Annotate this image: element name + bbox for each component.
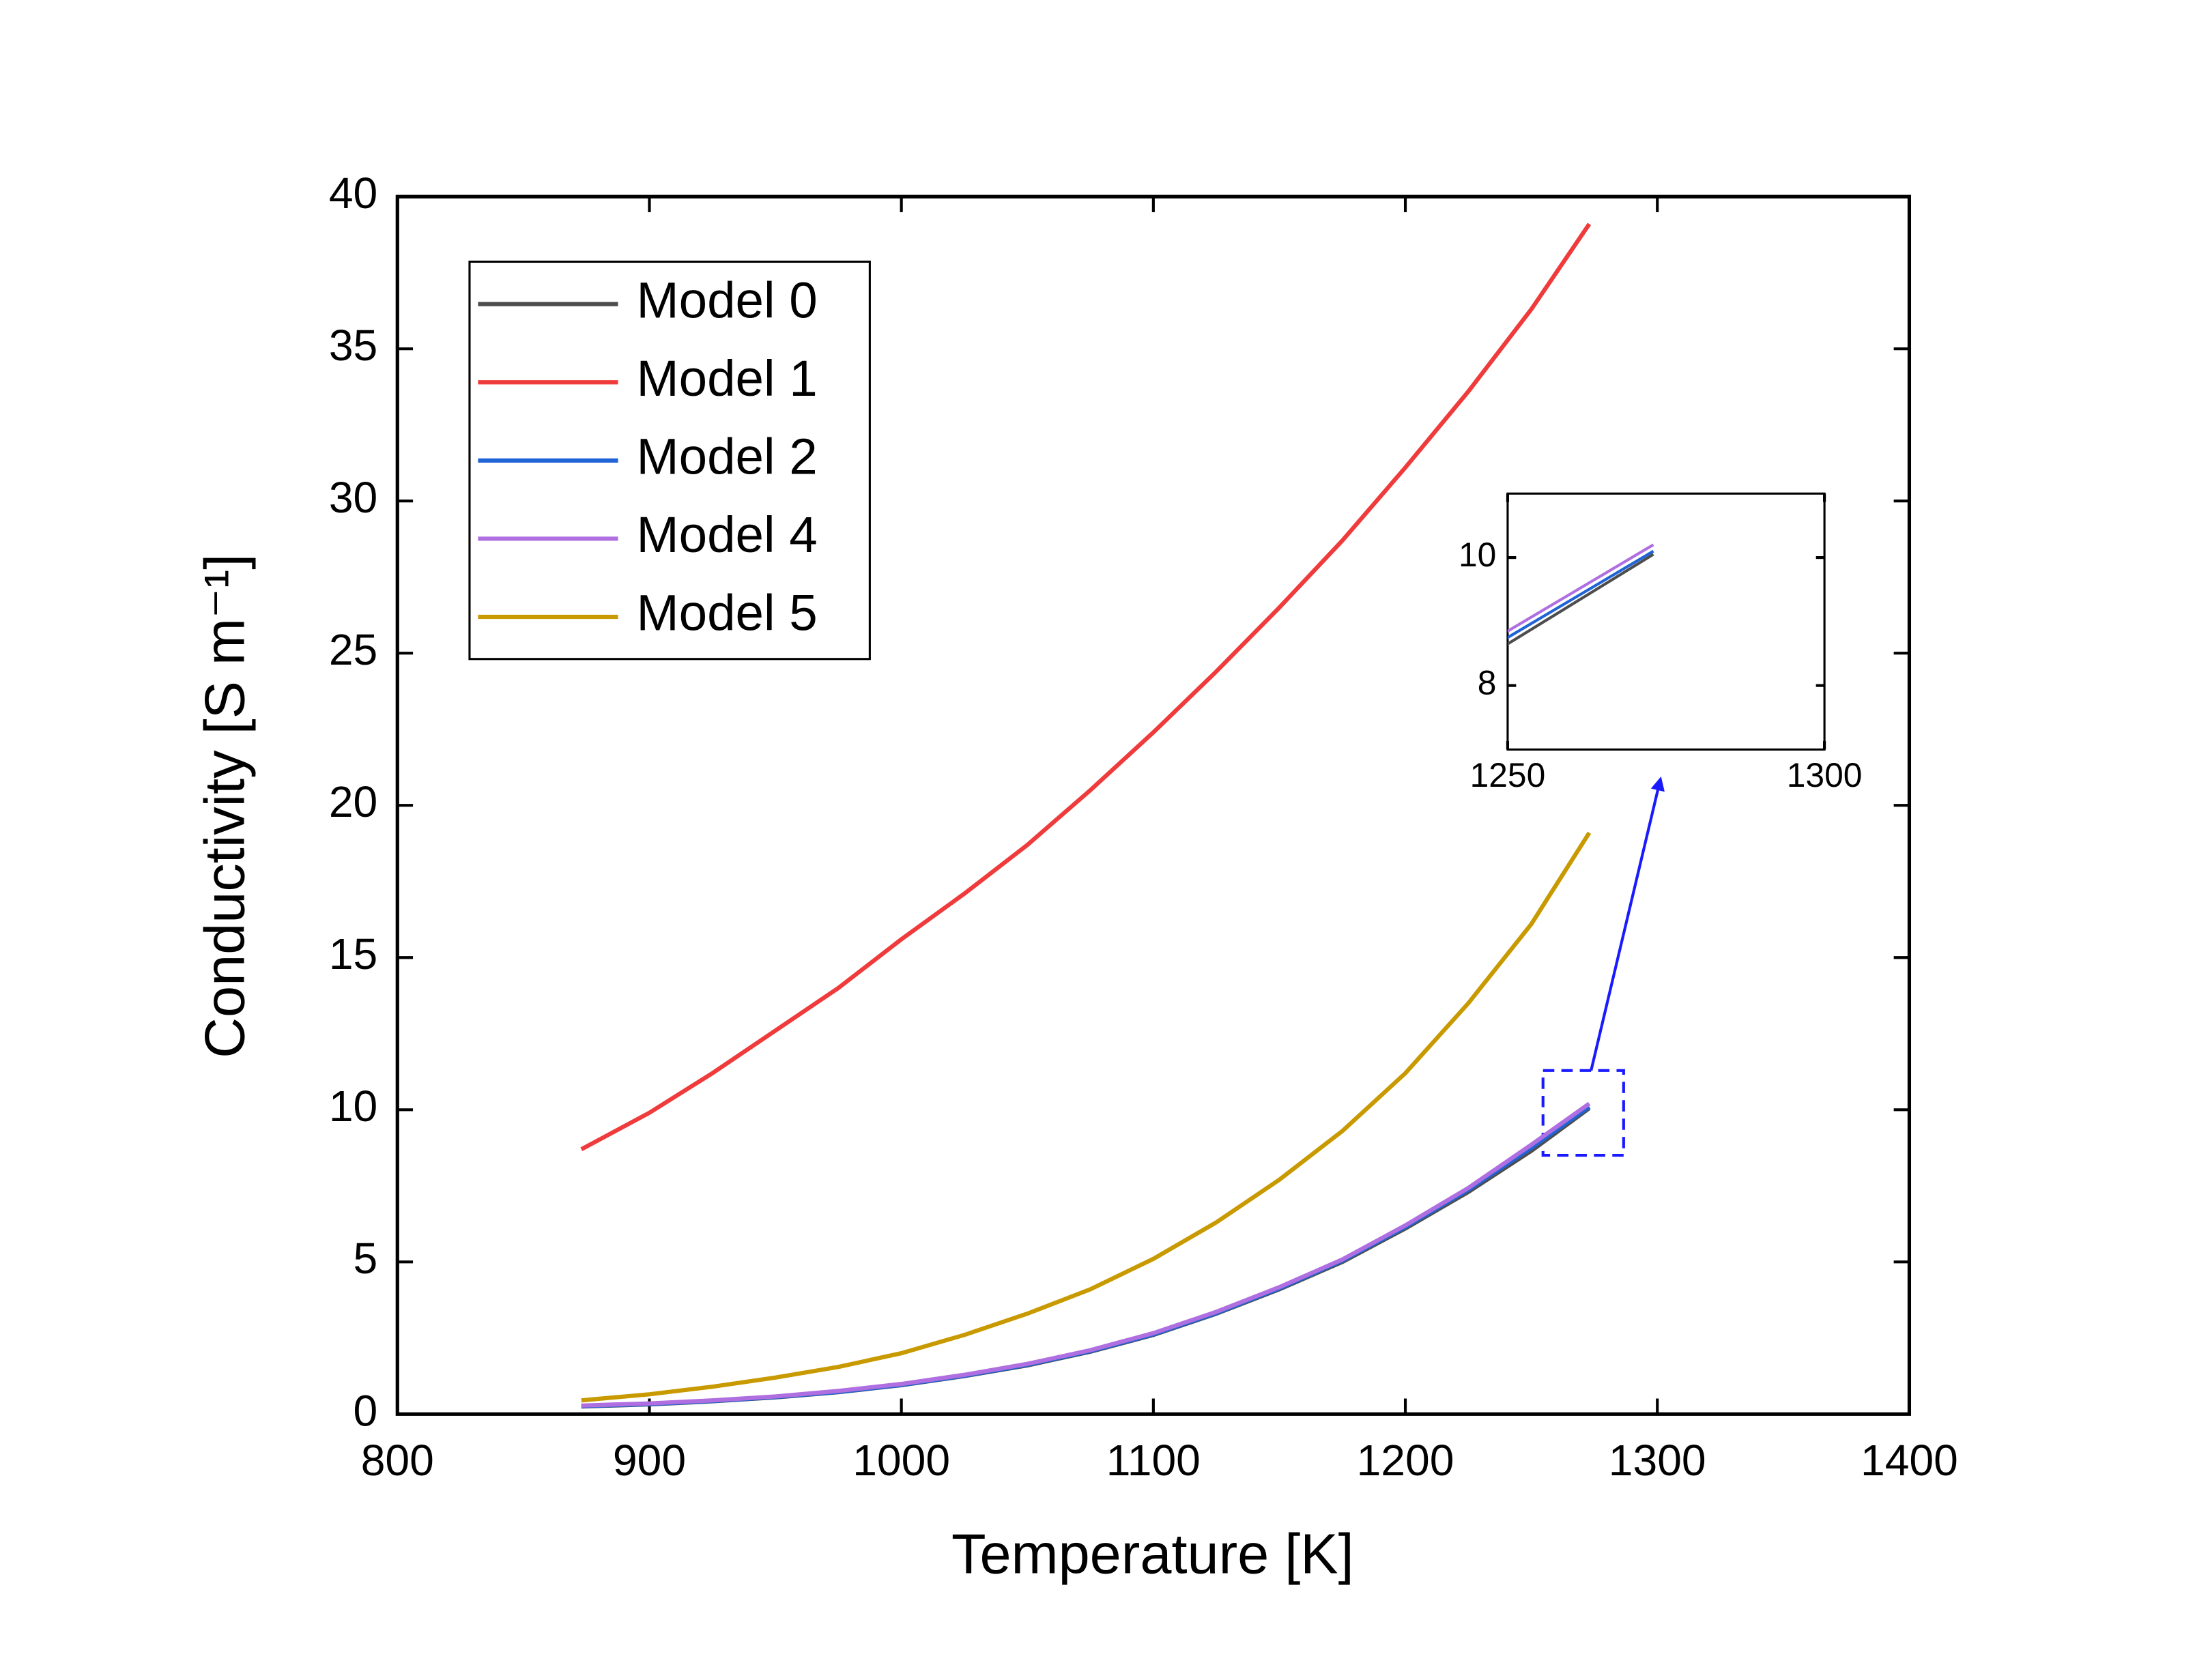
legend-label: Model 2 bbox=[636, 428, 817, 485]
series-line bbox=[580, 222, 1592, 1151]
y-tick-label: 40 bbox=[329, 169, 377, 218]
series-line bbox=[581, 1106, 1591, 1409]
series-line bbox=[581, 831, 1592, 1403]
x-tick-label: 1250 bbox=[1470, 756, 1546, 794]
y-tick-label: 5 bbox=[354, 1234, 378, 1283]
x-axis-label: Temperature [K] bbox=[951, 1522, 1354, 1586]
series-line bbox=[581, 1105, 1591, 1408]
legend-label: Model 0 bbox=[636, 271, 817, 328]
y-tick-label: 15 bbox=[329, 929, 377, 979]
y-tick-label: 8 bbox=[1478, 664, 1497, 702]
y-tick-label: 20 bbox=[329, 777, 377, 826]
y-axis-label: Conductivity [S m⁻¹] bbox=[193, 554, 257, 1058]
y-tick-label: 10 bbox=[1459, 536, 1496, 574]
y-tick-label: 0 bbox=[354, 1386, 378, 1435]
x-tick-label: 1000 bbox=[852, 1436, 950, 1485]
zoom-arrow bbox=[1590, 776, 1665, 1071]
legend-label: Model 5 bbox=[636, 584, 817, 641]
series-line bbox=[581, 1101, 1591, 1408]
x-tick-label: 900 bbox=[613, 1436, 686, 1485]
x-tick-label: 1200 bbox=[1357, 1436, 1454, 1485]
legend-label: Model 1 bbox=[636, 349, 817, 407]
x-tick-label: 800 bbox=[361, 1436, 434, 1485]
x-tick-label: 1300 bbox=[1609, 1436, 1706, 1485]
y-tick-label: 10 bbox=[329, 1082, 377, 1131]
x-tick-label: 1400 bbox=[1861, 1436, 1958, 1485]
inset-frame bbox=[1506, 492, 1826, 751]
y-tick-label: 25 bbox=[329, 625, 377, 674]
x-tick-label: 1300 bbox=[1787, 756, 1863, 794]
legend-label: Model 4 bbox=[636, 506, 817, 563]
x-tick-label: 1100 bbox=[1106, 1436, 1201, 1485]
y-tick-label: 35 bbox=[329, 321, 377, 370]
y-tick-label: 30 bbox=[329, 473, 377, 522]
zoom-box bbox=[1541, 1069, 1625, 1157]
